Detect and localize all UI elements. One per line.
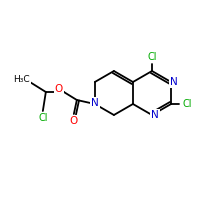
Text: N: N [170,77,178,87]
Text: Cl: Cl [182,99,192,109]
Text: Cl: Cl [38,113,48,123]
Text: N: N [151,110,159,120]
Text: Cl: Cl [147,52,157,62]
Text: N: N [91,98,99,108]
Text: O: O [55,84,63,94]
Text: H₃C: H₃C [14,74,30,84]
Text: O: O [70,116,78,126]
